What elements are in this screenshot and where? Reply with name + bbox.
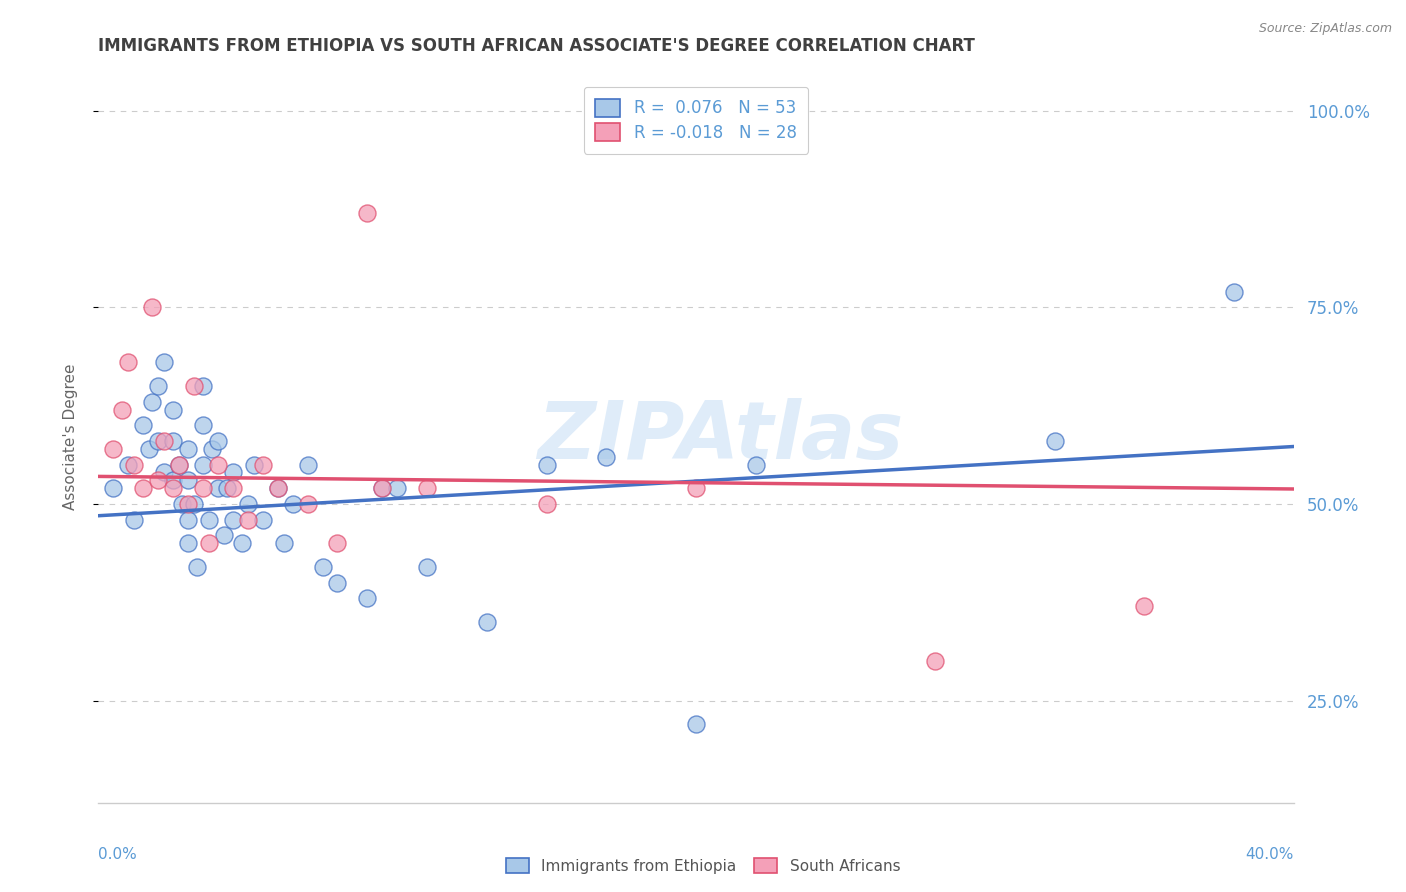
Point: [745, 458, 768, 472]
Point: [326, 575, 349, 590]
Point: [162, 402, 184, 417]
Point: [536, 497, 558, 511]
Point: [297, 497, 319, 511]
Point: [924, 654, 946, 668]
Point: [356, 206, 378, 220]
Point: [172, 497, 194, 511]
Text: IMMIGRANTS FROM ETHIOPIA VS SOUTH AFRICAN ASSOCIATE'S DEGREE CORRELATION CHART: IMMIGRANTS FROM ETHIOPIA VS SOUTH AFRICA…: [98, 37, 976, 54]
Point: [191, 458, 214, 472]
Point: [207, 458, 229, 472]
Point: [162, 434, 184, 448]
Point: [183, 497, 205, 511]
Point: [273, 536, 295, 550]
Point: [198, 513, 221, 527]
Point: [198, 536, 221, 550]
Point: [153, 466, 176, 480]
Point: [371, 481, 394, 495]
Point: [117, 355, 139, 369]
Point: [281, 497, 304, 511]
Point: [416, 559, 439, 574]
Point: [177, 473, 200, 487]
Point: [207, 481, 229, 495]
Point: [416, 481, 439, 495]
Point: [371, 481, 394, 495]
Point: [177, 513, 200, 527]
Legend: Immigrants from Ethiopia, South Africans: Immigrants from Ethiopia, South Africans: [499, 852, 907, 880]
Point: [138, 442, 160, 456]
Point: [141, 301, 163, 315]
Point: [132, 418, 155, 433]
Point: [162, 473, 184, 487]
Point: [153, 434, 176, 448]
Point: [243, 458, 266, 472]
Point: [297, 458, 319, 472]
Point: [536, 458, 558, 472]
Point: [236, 497, 259, 511]
Point: [326, 536, 349, 550]
Point: [267, 481, 290, 495]
Point: [385, 481, 409, 495]
Point: [191, 481, 214, 495]
Point: [186, 559, 208, 574]
Point: [222, 481, 245, 495]
Point: [167, 458, 190, 472]
Point: [148, 473, 170, 487]
Point: [191, 418, 214, 433]
Point: [1043, 434, 1066, 448]
Point: [252, 458, 274, 472]
Point: [162, 481, 184, 495]
Text: 40.0%: 40.0%: [1246, 847, 1294, 862]
Point: [356, 591, 378, 606]
Point: [177, 497, 200, 511]
Point: [191, 379, 214, 393]
Point: [148, 434, 170, 448]
Point: [475, 615, 498, 629]
Point: [111, 402, 134, 417]
Point: [117, 458, 139, 472]
Point: [153, 355, 176, 369]
Point: [177, 442, 200, 456]
Point: [252, 513, 274, 527]
Point: [167, 458, 190, 472]
Point: [685, 481, 707, 495]
Point: [1133, 599, 1156, 614]
Point: [685, 717, 707, 731]
Point: [132, 481, 155, 495]
Point: [222, 466, 245, 480]
Point: [236, 513, 259, 527]
Point: [124, 513, 146, 527]
Point: [201, 442, 224, 456]
Text: 0.0%: 0.0%: [98, 847, 138, 862]
Point: [103, 481, 125, 495]
Point: [311, 559, 333, 574]
Point: [212, 528, 235, 542]
Point: [207, 434, 229, 448]
Y-axis label: Associate's Degree: Associate's Degree: [63, 364, 77, 510]
Point: [124, 458, 146, 472]
Point: [177, 536, 200, 550]
Text: Source: ZipAtlas.com: Source: ZipAtlas.com: [1258, 22, 1392, 36]
Point: [595, 450, 617, 464]
Point: [103, 442, 125, 456]
Point: [231, 536, 253, 550]
Point: [1223, 285, 1246, 299]
Point: [215, 481, 238, 495]
Text: ZIPAtlas: ZIPAtlas: [537, 398, 903, 476]
Point: [267, 481, 290, 495]
Legend: R =  0.076   N = 53, R = -0.018   N = 28: R = 0.076 N = 53, R = -0.018 N = 28: [583, 87, 808, 153]
Point: [222, 513, 245, 527]
Point: [148, 379, 170, 393]
Point: [141, 394, 163, 409]
Point: [183, 379, 205, 393]
